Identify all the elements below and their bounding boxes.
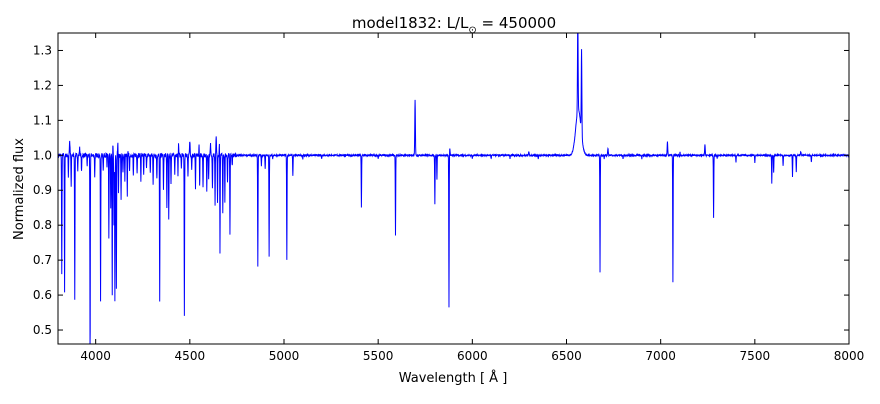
y-tick-label: 1.1 — [33, 113, 52, 127]
x-tick-label: 5500 — [363, 349, 394, 363]
y-tick-label: 0.9 — [33, 183, 52, 197]
x-tick-label: 7500 — [740, 349, 771, 363]
chart-title-subscript: ⊙ — [468, 25, 476, 36]
x-tick-label: 4500 — [175, 349, 206, 363]
y-axis-label: Normalized flux — [12, 138, 27, 240]
y-tick-label: 0.5 — [33, 323, 52, 337]
x-tick-label: 6000 — [457, 349, 488, 363]
x-axis-label: Wavelength [ Å ] — [399, 370, 508, 386]
y-axis: 0.5 0.6 0.7 0.8 0.9 1.0 1.1 1.2 1.3 — [33, 43, 849, 337]
x-tick-label: 6500 — [551, 349, 582, 363]
x-tick-label: 5000 — [269, 349, 300, 363]
y-tick-label: 1.3 — [33, 43, 52, 57]
chart-title-main: model1832: L/L — [352, 14, 469, 32]
x-axis: 4000 4500 5000 5500 6000 6500 7000 7500 8000 — [80, 33, 864, 363]
chart-title: model1832: L/L⊙ = 450000 — [352, 14, 556, 36]
y-tick-label: 0.8 — [33, 218, 52, 232]
spectrum-line — [58, 33, 849, 344]
chart-title-value: = 450000 — [477, 14, 556, 32]
y-tick-label: 1.0 — [33, 148, 52, 162]
x-tick-label: 7000 — [645, 349, 676, 363]
y-tick-label: 0.6 — [33, 288, 52, 302]
y-tick-label: 0.7 — [33, 253, 52, 267]
y-tick-label: 1.2 — [33, 78, 52, 92]
x-tick-label: 4000 — [80, 349, 111, 363]
x-tick-label: 8000 — [834, 349, 865, 363]
plot-frame — [57, 32, 850, 345]
